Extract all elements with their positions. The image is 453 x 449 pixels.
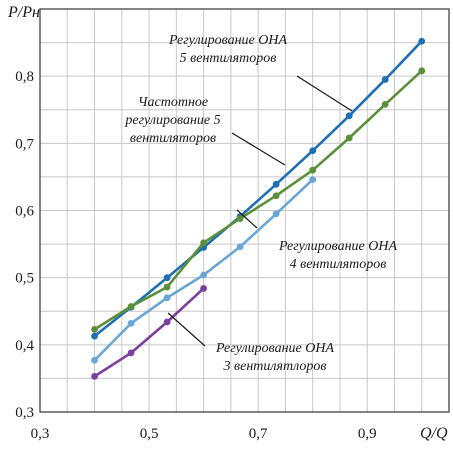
data-point bbox=[200, 271, 208, 279]
series-line bbox=[93, 287, 205, 378]
y-tick-label: 0,4 bbox=[15, 338, 34, 354]
y-tick-label: 0,5 bbox=[15, 271, 34, 287]
data-point bbox=[127, 319, 135, 327]
annotation-leader bbox=[296, 75, 353, 112]
data-point bbox=[127, 349, 135, 357]
annotation-3: Регулирование ОНА 4 вентиляторов bbox=[236, 209, 398, 272]
y-tick-label: 0,8 bbox=[15, 69, 34, 85]
annotation-4: Регулирование ОНА 3 вентилятлоров bbox=[167, 312, 335, 374]
data-point bbox=[127, 303, 135, 310]
annotation-text: Частотное bbox=[138, 95, 208, 110]
data-point bbox=[236, 215, 244, 222]
data-point bbox=[309, 176, 317, 184]
annotation-text: 3 вентилятлоров bbox=[223, 359, 327, 374]
data-point bbox=[345, 134, 353, 142]
data-point bbox=[418, 37, 426, 45]
annotation-text: Регулирование ОНА bbox=[278, 239, 398, 254]
annotation-leader bbox=[236, 209, 258, 229]
x-axis-label: Q/Q bbox=[420, 425, 448, 442]
x-tick-label: 0,7 bbox=[249, 426, 268, 442]
data-point bbox=[200, 239, 208, 247]
annotation-2: Частотное регулирование 5 вентиляторов bbox=[124, 95, 286, 166]
y-tick-label: 0,6 bbox=[15, 204, 34, 220]
data-point bbox=[345, 112, 353, 120]
annotation-text: регулирование 5 bbox=[124, 113, 220, 128]
annotation-leader bbox=[231, 132, 286, 166]
annotation-1: Регулирование ОНА 5 вентиляторов bbox=[168, 33, 353, 112]
data-point bbox=[309, 166, 317, 174]
x-tick-label: 0,5 bbox=[140, 426, 159, 442]
series-2 bbox=[91, 67, 426, 333]
data-point bbox=[163, 294, 171, 302]
data-point bbox=[418, 67, 426, 75]
data-point bbox=[272, 180, 280, 188]
series-layer bbox=[91, 37, 426, 380]
series-line bbox=[93, 69, 423, 331]
series-line bbox=[93, 40, 423, 338]
data-point bbox=[272, 192, 280, 200]
y-tick-label: 0,3 bbox=[15, 405, 34, 421]
annotation-leader bbox=[167, 312, 206, 347]
data-point bbox=[272, 210, 280, 218]
x-tick-label: 0,3 bbox=[31, 426, 50, 442]
data-point bbox=[163, 283, 171, 291]
data-point bbox=[236, 243, 244, 251]
data-point bbox=[163, 274, 171, 282]
data-point bbox=[91, 373, 98, 380]
annotations: Регулирование ОНА 5 вентиляторов Частотное… bbox=[124, 33, 397, 374]
data-point bbox=[309, 147, 317, 155]
series-3 bbox=[91, 176, 317, 364]
annotation-text: Регулирование ОНА bbox=[215, 341, 335, 356]
annotation-text: 4 вентиляторов bbox=[290, 257, 387, 272]
data-point bbox=[200, 285, 208, 292]
data-point bbox=[91, 325, 98, 333]
series-4 bbox=[91, 285, 208, 380]
x-tick-label: 0,9 bbox=[358, 426, 377, 442]
data-point bbox=[91, 356, 98, 364]
annotation-text: 5 вентиляторов bbox=[180, 51, 277, 66]
y-axis-label: P/Pн bbox=[7, 4, 40, 21]
data-point bbox=[163, 318, 171, 326]
plot-frame bbox=[39, 8, 450, 413]
annotation-text: вентиляторов bbox=[130, 131, 216, 146]
tick-labels: 0,3 0,4 0,5 0,6 0,7 0,8 0,3 0,5 0,7 0,9 bbox=[15, 69, 376, 442]
data-point bbox=[381, 76, 389, 83]
annotation-text: Регулирование ОНА bbox=[168, 33, 288, 48]
data-point bbox=[381, 100, 389, 108]
data-point bbox=[91, 332, 98, 340]
y-tick-label: 0,7 bbox=[15, 136, 34, 152]
